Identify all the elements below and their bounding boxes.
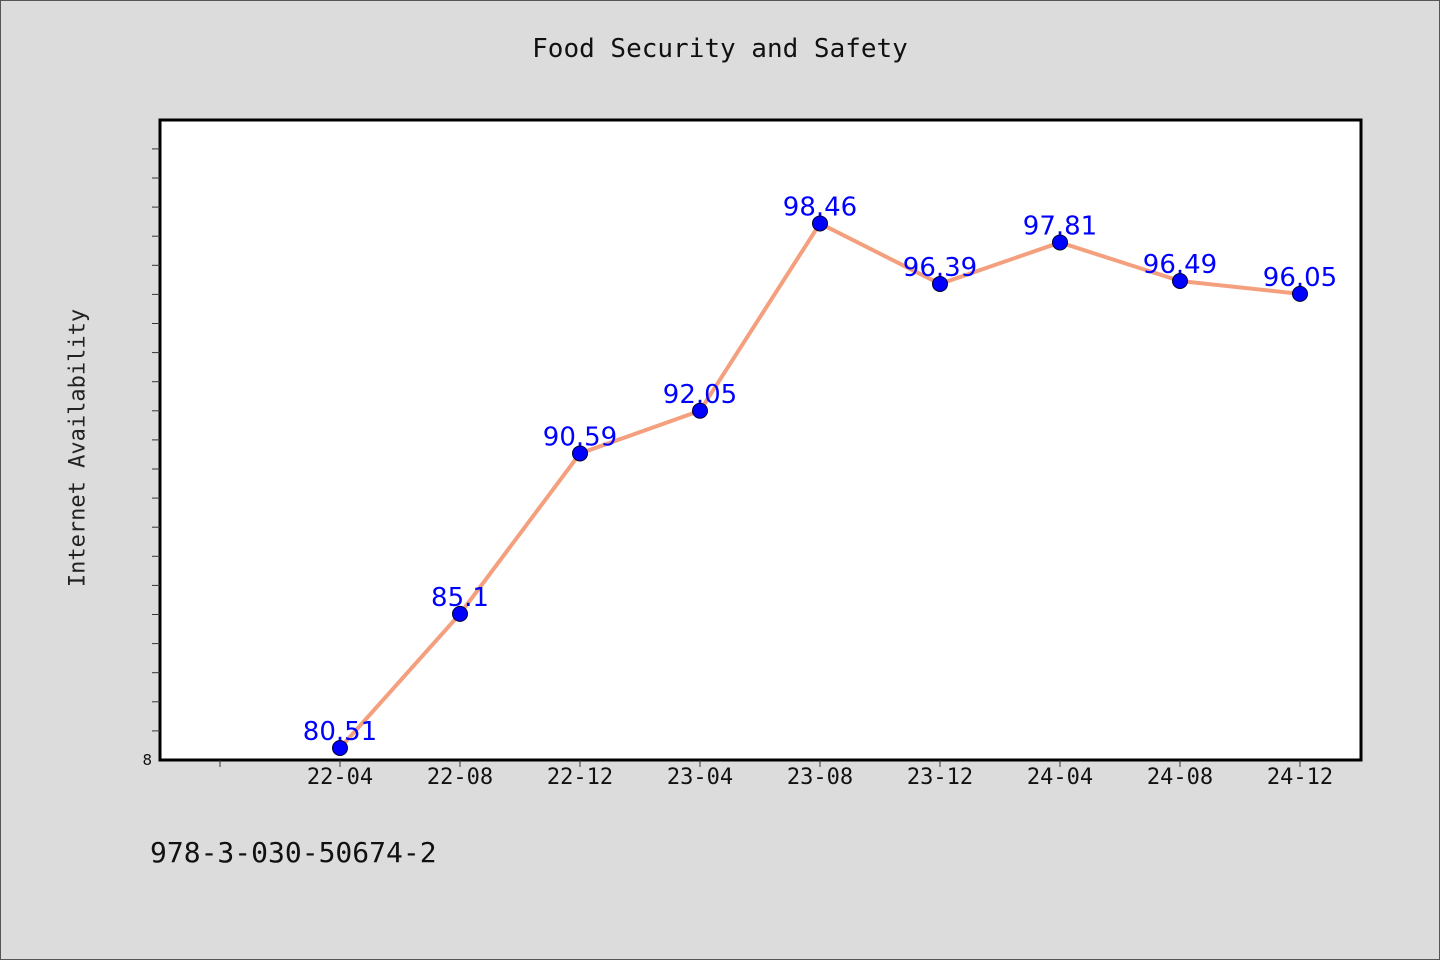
data-point — [932, 275, 948, 292]
data-label: 96.49 — [1143, 250, 1217, 280]
isbn-text: 978-3-030-50674-2 — [150, 836, 437, 869]
x-tick-label: 22-08 — [427, 765, 493, 790]
data-point — [692, 402, 708, 419]
chart-title: Food Security and Safety — [532, 34, 908, 64]
data-point — [1172, 273, 1188, 290]
data-point — [332, 740, 348, 757]
x-tick-label: 24-08 — [1147, 765, 1213, 790]
data-point — [1052, 234, 1068, 251]
x-tick-label: 23-04 — [667, 765, 733, 790]
data-label: 85.1 — [431, 583, 489, 613]
data-label: 90.59 — [543, 422, 617, 452]
x-tick-label: 24-04 — [1027, 765, 1093, 790]
x-tick-label: 22-12 — [547, 765, 613, 790]
x-tick-label: 24-12 — [1267, 765, 1333, 790]
data-label: 80.51 — [303, 717, 377, 747]
data-label: 96.39 — [903, 253, 977, 283]
data-label: 98.46 — [783, 192, 857, 222]
x-tick-label: 22-04 — [307, 765, 373, 790]
y-tick-label: 8 — [142, 751, 152, 769]
data-point — [812, 215, 828, 232]
data-point — [1292, 285, 1308, 302]
x-tick-label: 23-08 — [787, 765, 853, 790]
data-point — [572, 445, 588, 462]
data-point — [452, 605, 468, 622]
data-label: 97.81 — [1023, 211, 1097, 241]
data-label: 92.05 — [663, 380, 737, 410]
plot-area — [158, 118, 1363, 762]
x-tick-label: 23-12 — [907, 765, 973, 790]
data-label: 96.05 — [1263, 263, 1337, 293]
